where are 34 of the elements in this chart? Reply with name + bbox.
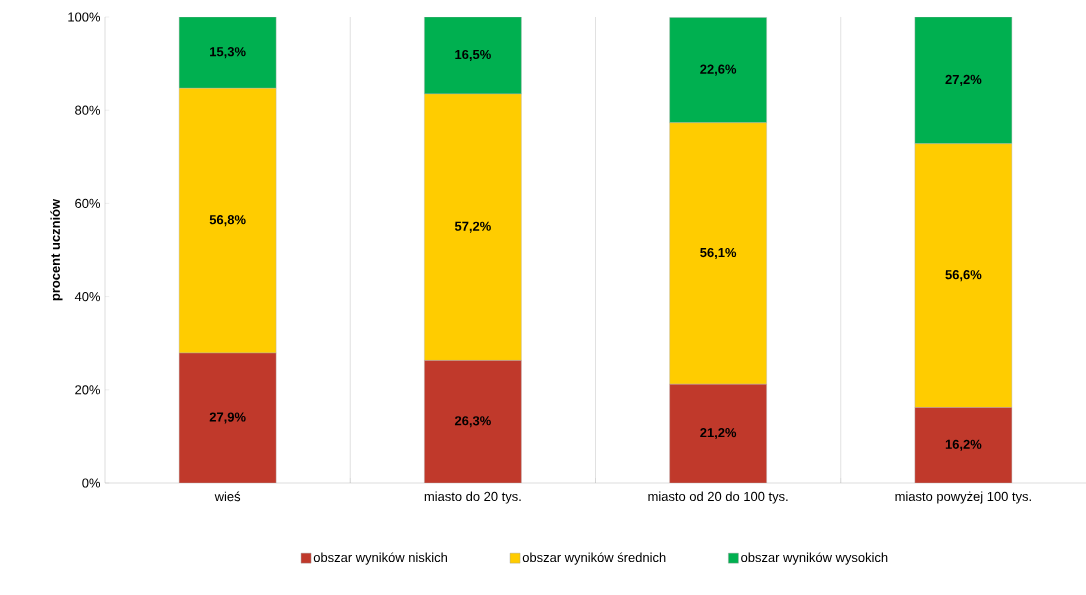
data-label: 56,8%: [209, 215, 246, 227]
bar: [424, 16, 522, 95]
legend-label: obszar wyników niskich: [313, 552, 447, 565]
x-tick-label: miasto do 20 tys.: [424, 491, 521, 504]
bar: [669, 17, 767, 123]
legend-label: obszar wyników wysokich: [741, 552, 888, 565]
x-tick-label: miasto powyżej 100 tys.: [895, 491, 1031, 504]
data-label: 21,2%: [700, 428, 737, 440]
data-label: 16,2%: [945, 439, 982, 451]
bar: [669, 384, 767, 483]
data-label: 22,6%: [700, 64, 737, 76]
y-tick-label: 20%: [75, 385, 101, 395]
y-tick-label: 100%: [68, 12, 101, 22]
data-label: 16,5%: [455, 49, 491, 61]
data-label: 57,2%: [454, 221, 491, 233]
legend-label: obszar wyników średnich: [522, 552, 666, 565]
data-label: 15,3%: [210, 47, 246, 59]
bar: [914, 16, 1013, 144]
y-tick-label: 40%: [74, 292, 101, 302]
data-label: 56,6%: [945, 270, 982, 282]
bar: [178, 352, 277, 483]
bar: [424, 360, 522, 483]
data-label: 27,2%: [945, 74, 982, 86]
data-label: 56,1%: [700, 247, 737, 260]
bar: [178, 16, 277, 89]
y-tick-label: 80%: [75, 105, 101, 115]
bar: [914, 407, 1013, 483]
x-tick-label: wieś: [214, 491, 241, 502]
data-label: 27,9%: [209, 412, 246, 424]
y-tick-label: 60%: [75, 198, 101, 208]
y-tick-label: 0%: [82, 478, 101, 488]
x-tick-label: miasto od 20 do 100 tys.: [648, 491, 788, 504]
y-axis-title: procent uczniów: [50, 198, 63, 301]
data-label: 26,3%: [454, 416, 491, 428]
